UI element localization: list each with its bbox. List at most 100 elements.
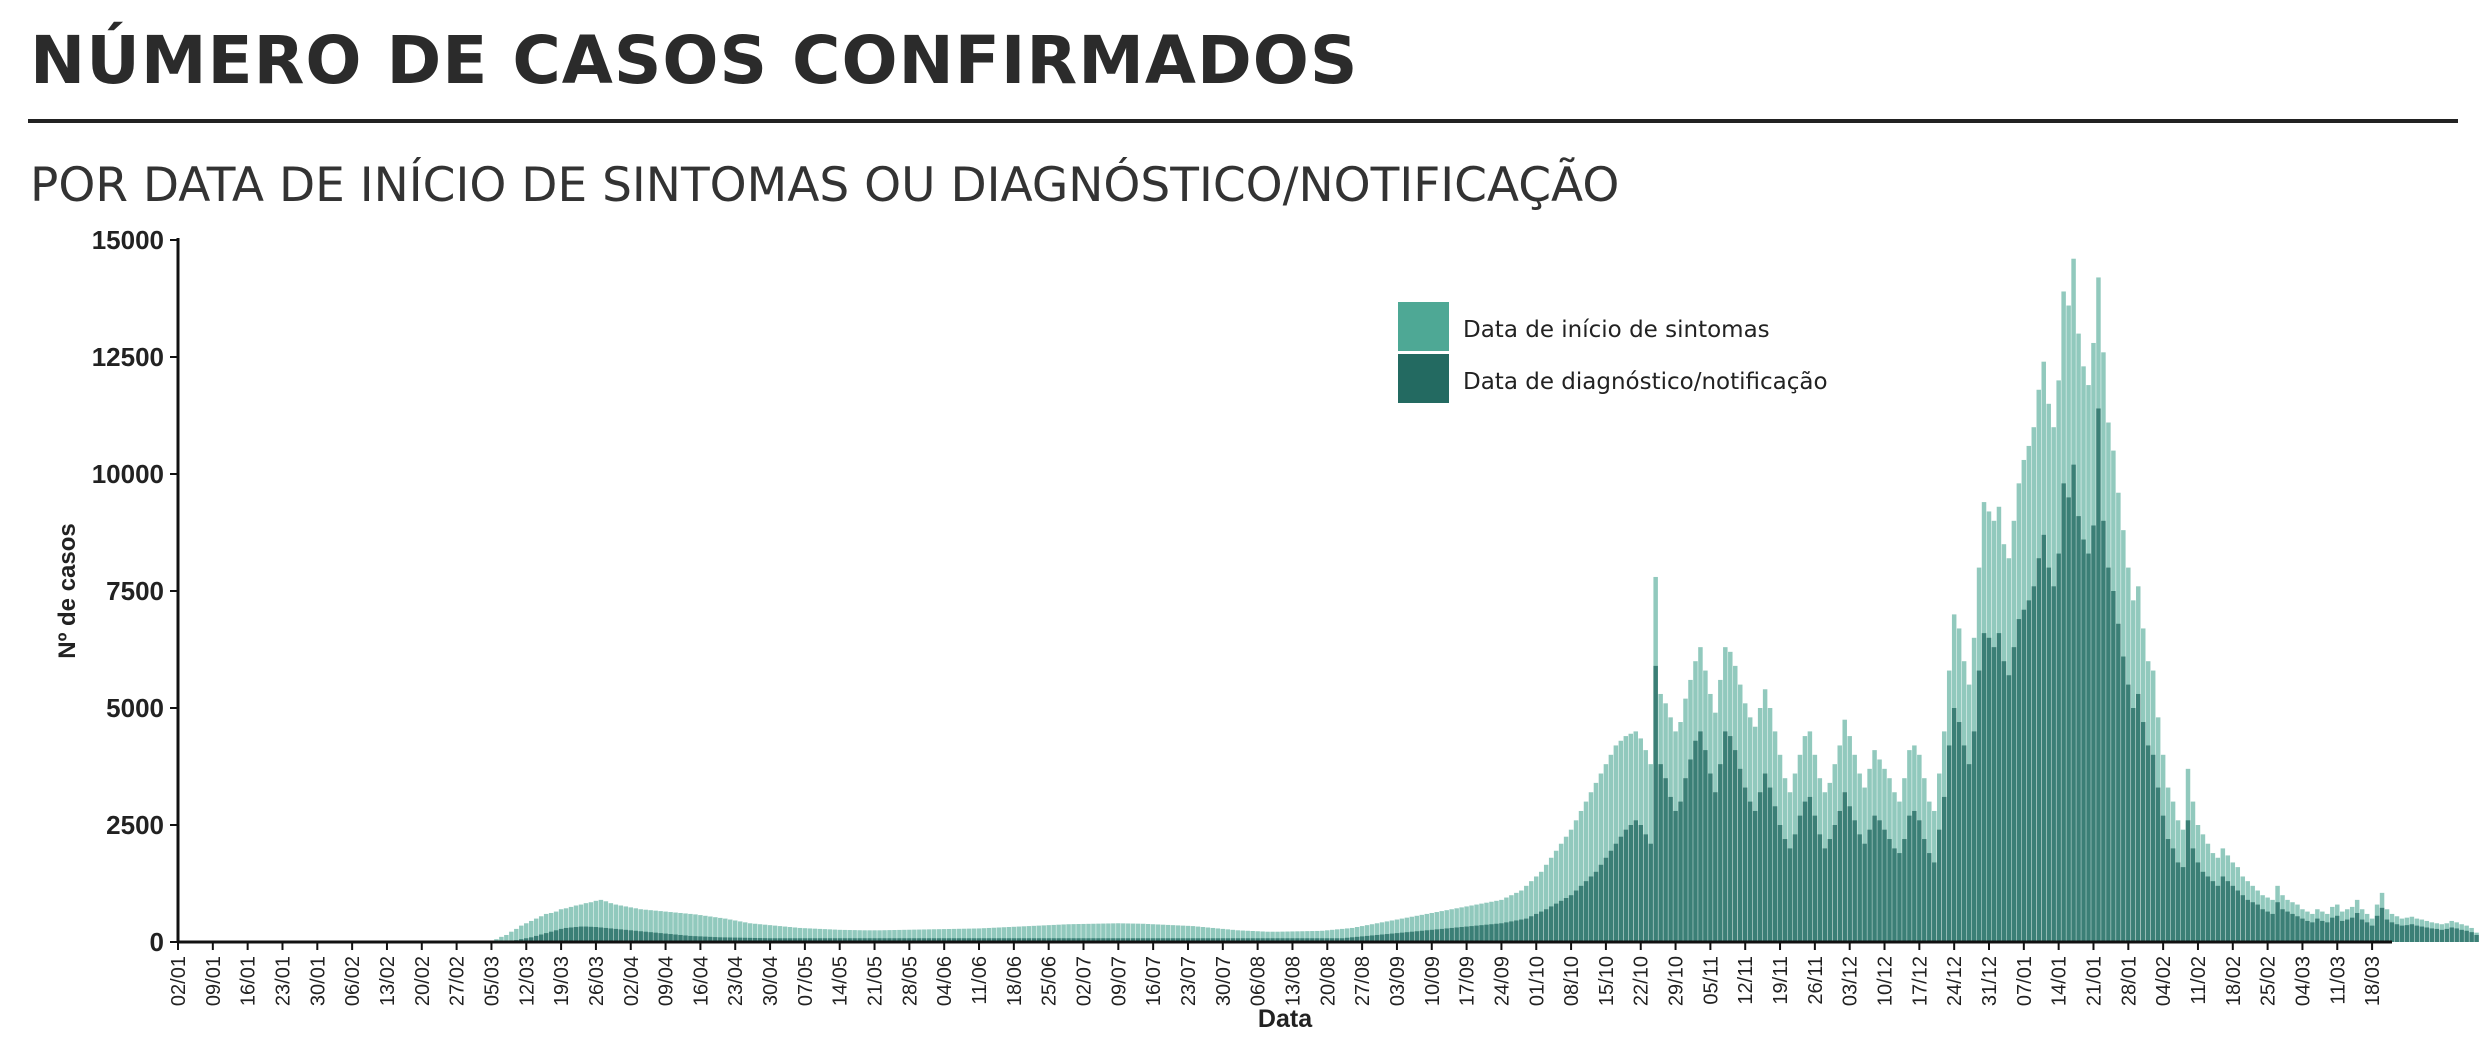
bar	[1330, 929, 1335, 942]
x-tick-label: 15/10	[1596, 956, 1618, 1006]
legend-label: Data de diagnóstico/notificação	[1463, 369, 1828, 395]
bar	[981, 938, 987, 942]
bar	[588, 902, 594, 942]
bar	[2449, 927, 2454, 942]
x-axis-label: Data	[1258, 1005, 1313, 1033]
x-tick-label: 30/01	[307, 956, 329, 1006]
x-tick-label: 30/04	[760, 956, 782, 1006]
bar	[504, 934, 509, 942]
bar	[713, 917, 718, 942]
bar	[2280, 909, 2285, 942]
bar	[1852, 820, 1857, 942]
bar	[1379, 934, 1385, 942]
bar	[1135, 938, 1141, 942]
bar	[2454, 928, 2459, 942]
y-tick-label: 5000	[106, 693, 164, 723]
bar	[1250, 931, 1255, 942]
bar	[1514, 920, 1519, 942]
bar	[2354, 912, 2360, 942]
bar	[737, 921, 743, 942]
bar	[638, 931, 643, 942]
bar	[2155, 787, 2161, 942]
bar	[1335, 929, 1340, 942]
bar	[2295, 916, 2300, 942]
x-tick-label: 05/11	[1700, 956, 1722, 1005]
bar	[1489, 901, 1494, 942]
bar	[2205, 876, 2211, 942]
bar	[976, 938, 982, 942]
bar	[857, 930, 862, 942]
bar	[718, 917, 723, 942]
bar	[897, 929, 902, 942]
bar	[902, 929, 907, 942]
bar	[2210, 881, 2216, 942]
bar	[1782, 839, 1788, 942]
bar	[1369, 935, 1375, 942]
bar	[1658, 764, 1663, 942]
bar	[1927, 853, 1932, 942]
bar	[971, 938, 977, 942]
bar	[2071, 464, 2076, 942]
bar	[2061, 483, 2066, 942]
bar	[812, 928, 818, 942]
bar	[623, 906, 629, 942]
bar	[2364, 922, 2370, 942]
bar	[2434, 928, 2440, 942]
bar	[2011, 647, 2017, 942]
bar	[2165, 839, 2171, 942]
bar	[966, 928, 972, 942]
bar	[1678, 801, 1683, 942]
bar	[553, 911, 559, 942]
x-tick-label: 13/02	[377, 956, 399, 1006]
bar	[1792, 834, 1798, 942]
bar	[1394, 933, 1400, 942]
bar	[1464, 906, 1469, 942]
bar	[732, 920, 738, 942]
bar	[1250, 938, 1255, 942]
bar	[1170, 925, 1176, 942]
bar	[971, 928, 977, 942]
bar	[1937, 829, 1942, 942]
bar	[703, 915, 708, 942]
x-tick-label: 23/07	[1178, 956, 1200, 1006]
bar	[1006, 938, 1012, 942]
bar	[1583, 881, 1589, 942]
bar	[1160, 938, 1166, 942]
bar	[757, 938, 763, 942]
bar	[1165, 938, 1171, 942]
bar	[643, 909, 648, 942]
bar	[1011, 926, 1017, 942]
bar	[1956, 722, 1962, 942]
bar	[2359, 919, 2365, 942]
bar	[2240, 895, 2245, 942]
x-tick-label: 10/12	[1875, 956, 1897, 1006]
bar	[1558, 843, 1564, 942]
bar	[1344, 937, 1350, 942]
x-tick-label: 16/01	[238, 956, 260, 1006]
bar	[1509, 921, 1514, 942]
bar	[817, 938, 823, 942]
bar	[1519, 919, 1524, 942]
bar	[1101, 938, 1106, 942]
bar	[1001, 938, 1007, 942]
x-tick-label: 28/01	[2118, 956, 2140, 1006]
bar	[1663, 778, 1668, 942]
bar	[1150, 924, 1156, 942]
bar	[907, 938, 912, 942]
bar	[598, 899, 604, 942]
bar	[946, 938, 952, 942]
bar	[663, 933, 668, 942]
bar	[538, 934, 544, 942]
bar	[1922, 839, 1927, 942]
bar	[912, 938, 917, 942]
bar	[529, 937, 534, 942]
bar	[1339, 928, 1345, 942]
bar	[1041, 938, 1046, 942]
bar	[737, 937, 743, 942]
bar	[1429, 912, 1435, 942]
bar	[1862, 843, 1867, 942]
bar	[892, 930, 897, 942]
bar	[548, 912, 554, 942]
bar	[543, 933, 549, 942]
bar	[1310, 931, 1315, 942]
